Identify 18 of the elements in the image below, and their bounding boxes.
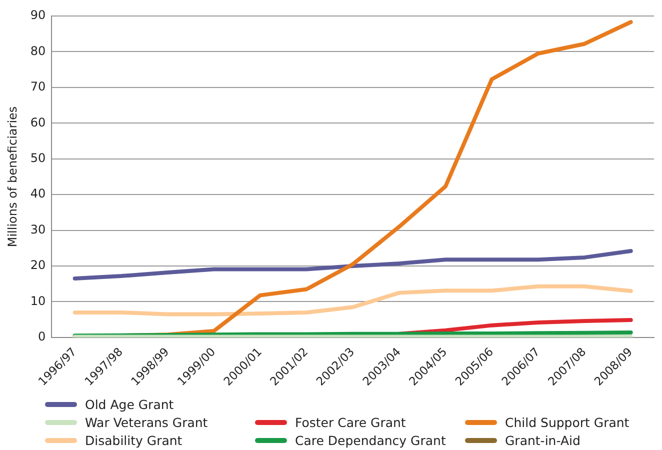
y-tick-label: 70 [30,80,46,94]
legend-label: War Veterans Grant [84,414,209,430]
legend-label: Old Age Grant [84,396,175,412]
y-axis-title: Millions of beneficiaries [5,106,20,248]
legend-label: Care Dependancy Grant [294,432,447,448]
y-tick-label: 90 [30,8,46,22]
legend-label: Disability Grant [84,432,184,448]
y-tick-label: 80 [30,44,46,58]
y-tick-label: 40 [30,186,46,201]
y-tick-label: 10 [30,294,46,308]
legend-label: Foster Care Grant [294,414,407,430]
y-tick-label: 0 [38,330,46,344]
y-tick-label: 20 [30,258,46,272]
legend-label: Child Support Grant [504,414,630,430]
y-tick-label: 50 [30,150,46,165]
y-tick-label: 60 [30,115,46,130]
legend-label: Grant-in-Aid [504,432,582,448]
y-tick-label: 30 [30,222,46,236]
